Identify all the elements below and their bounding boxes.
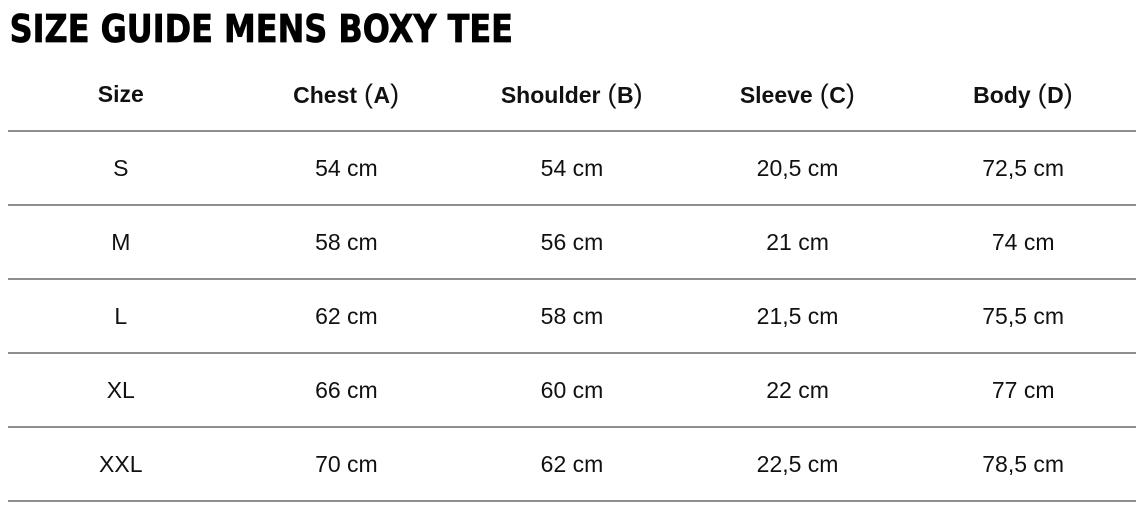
table-row: XXL 70 cm 62 cm 22,5 cm 78,5 cm	[8, 427, 1136, 502]
measure-letter-b: B	[617, 81, 634, 108]
header-letter-sleeve: (C)	[819, 78, 856, 109]
column-header-sleeve: Sleeve (C)	[684, 48, 911, 132]
body-cell: 77 cm	[910, 353, 1136, 428]
column-header-size: Size	[8, 48, 234, 132]
sleeve-cell: 22 cm	[684, 353, 911, 428]
chest-cell: 62 cm	[233, 279, 460, 354]
shoulder-cell: 58 cm	[459, 279, 685, 354]
paren-open: (	[607, 78, 617, 109]
paren-open: (	[364, 78, 374, 109]
page-title: SIZE GUIDE MENS BOXY TEE	[9, 7, 513, 51]
paren-close: )	[390, 78, 400, 109]
size-cell: L	[8, 279, 234, 354]
column-header-body: Body (D)	[910, 48, 1136, 132]
size-cell: XL	[8, 353, 234, 428]
chest-cell: 58 cm	[233, 205, 460, 280]
chest-cell: 66 cm	[233, 353, 460, 428]
body-cell: 74 cm	[910, 205, 1136, 280]
measure-letter-d: D	[1047, 81, 1064, 108]
measure-letter-c: C	[829, 81, 846, 108]
sleeve-cell: 22,5 cm	[684, 427, 911, 502]
header-label-body: Body	[973, 81, 1031, 108]
shoulder-cell: 54 cm	[459, 131, 685, 206]
chest-cell: 70 cm	[233, 427, 460, 502]
shoulder-cell: 56 cm	[459, 205, 685, 280]
sleeve-cell: 20,5 cm	[684, 131, 911, 206]
paren-open: (	[1037, 78, 1048, 109]
table-row: L 62 cm 58 cm 21,5 cm 75,5 cm	[8, 279, 1136, 354]
shoulder-cell: 62 cm	[459, 427, 685, 502]
size-guide-table: Size Chest (A) Shoulder (B) Sleeve (C) Body…	[8, 48, 1136, 502]
table-row: M 58 cm 56 cm 21 cm 74 cm	[8, 205, 1136, 280]
shoulder-cell: 60 cm	[459, 353, 685, 428]
body-cell: 72,5 cm	[910, 131, 1136, 206]
header-label-chest: Chest	[293, 81, 358, 108]
paren-open: (	[819, 78, 830, 109]
size-cell: XXL	[8, 427, 234, 502]
table-row: S 54 cm 54 cm 20,5 cm 72,5 cm	[8, 131, 1136, 206]
header-label-sleeve: Sleeve	[739, 81, 813, 108]
column-header-shoulder: Shoulder (B)	[459, 48, 685, 132]
header-label-size: Size	[97, 80, 144, 107]
paren-close: )	[1063, 78, 1074, 109]
column-header-chest: Chest (A)	[233, 48, 460, 132]
chest-cell: 54 cm	[233, 131, 460, 206]
header-label-shoulder: Shoulder	[500, 81, 601, 108]
header-letter-shoulder: (B)	[607, 78, 644, 109]
size-cell: M	[8, 205, 234, 280]
header-letter-body: (D)	[1037, 78, 1074, 109]
table-body: S 54 cm 54 cm 20,5 cm 72,5 cm M 58 cm 56…	[8, 131, 1136, 502]
paren-close: )	[633, 78, 644, 109]
body-cell: 75,5 cm	[910, 279, 1136, 354]
table-row: XL 66 cm 60 cm 22 cm 77 cm	[8, 353, 1136, 428]
body-cell: 78,5 cm	[910, 427, 1136, 502]
paren-close: )	[845, 78, 856, 109]
size-cell: S	[8, 131, 234, 206]
sleeve-cell: 21 cm	[684, 205, 911, 280]
header-letter-chest: (A)	[364, 78, 400, 109]
sleeve-cell: 21,5 cm	[684, 279, 911, 354]
table-head: Size Chest (A) Shoulder (B) Sleeve (C) Body…	[8, 48, 1136, 132]
header-row: Size Chest (A) Shoulder (B) Sleeve (C) Body…	[8, 48, 1136, 132]
measure-letter-a: A	[373, 81, 391, 108]
